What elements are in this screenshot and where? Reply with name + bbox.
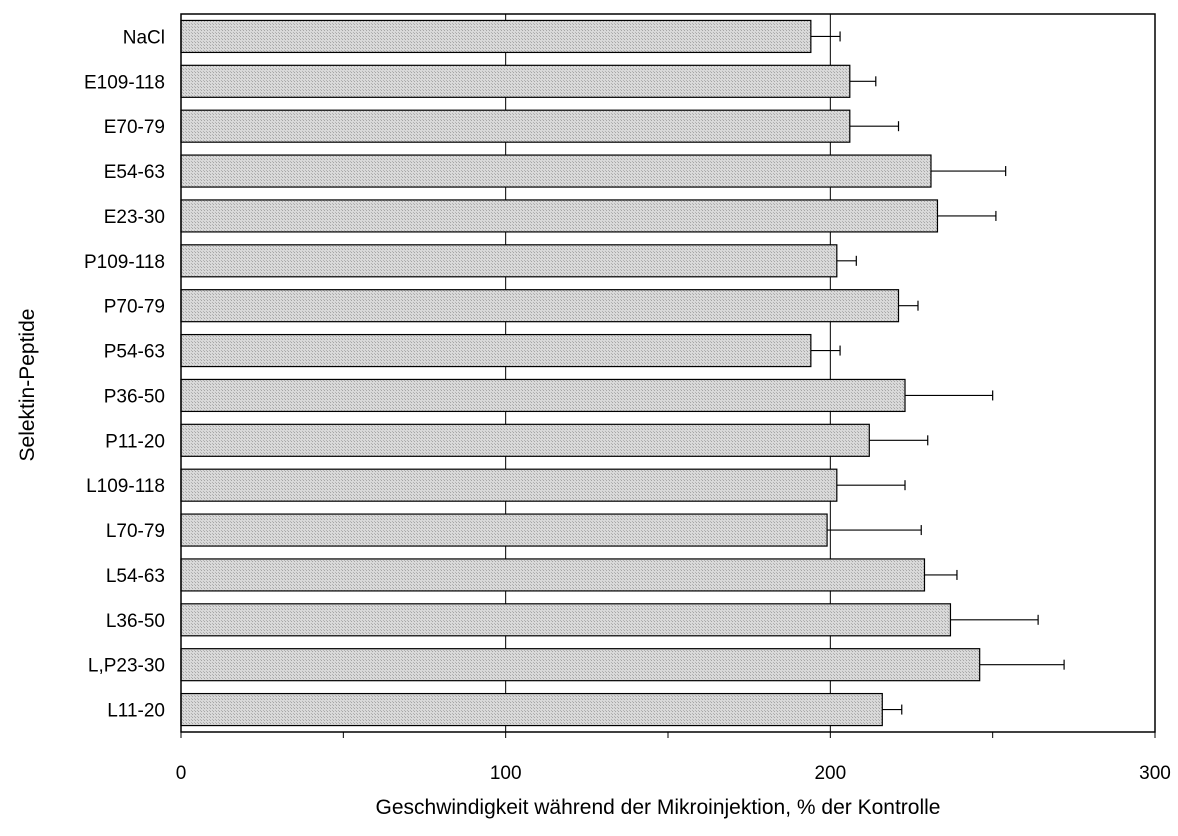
bar-15	[180, 692, 883, 727]
category-label: E23-30	[104, 207, 165, 228]
category-label: E109-118	[84, 72, 165, 93]
bar-9	[180, 423, 870, 457]
bar-10	[180, 468, 838, 502]
bar-1	[180, 64, 851, 98]
error-bars	[810, 31, 1065, 715]
x-tick-label: 300	[1139, 763, 1171, 784]
category-label: L11-20	[107, 701, 165, 722]
category-label: E54-63	[104, 162, 165, 183]
category-label: L,P23-30	[88, 656, 165, 677]
bar-6	[180, 289, 900, 323]
category-label: P70-79	[104, 297, 165, 318]
bar-0	[180, 19, 812, 54]
category-label: P54-63	[104, 342, 165, 363]
category-label: E70-79	[104, 117, 165, 138]
category-label: P109-118	[84, 252, 165, 273]
x-axis-ticks: 0 100 200 300	[176, 732, 1171, 784]
x-tick-label: 0	[176, 763, 187, 784]
bar-8	[180, 378, 906, 413]
category-label: NaCl	[123, 27, 165, 48]
bar-5	[180, 244, 838, 278]
bar-14	[180, 648, 981, 682]
category-label: L36-50	[106, 611, 165, 632]
category-label: P11-20	[105, 431, 165, 452]
category-label: L54-63	[106, 566, 165, 587]
bar-2	[180, 109, 851, 143]
category-label: P36-50	[104, 386, 165, 407]
y-axis-title: Selektin-Peptide	[16, 309, 39, 462]
x-tick-label: 100	[490, 763, 522, 784]
bar-3	[180, 154, 932, 188]
bar-11	[180, 513, 828, 547]
bar-4	[180, 199, 939, 233]
bar-12	[180, 558, 926, 592]
bar-13	[180, 603, 952, 637]
x-axis-title: Geschwindigkeit während der Mikroinjekti…	[376, 796, 941, 819]
x-tick-label: 200	[814, 763, 846, 784]
bar-7	[180, 333, 812, 368]
category-label: L109-118	[86, 476, 165, 497]
category-label: L70-79	[106, 521, 165, 542]
category-labels: NaCl E109-118 E70-79 E54-63 E23-30 P109-118 P7…	[84, 27, 165, 721]
